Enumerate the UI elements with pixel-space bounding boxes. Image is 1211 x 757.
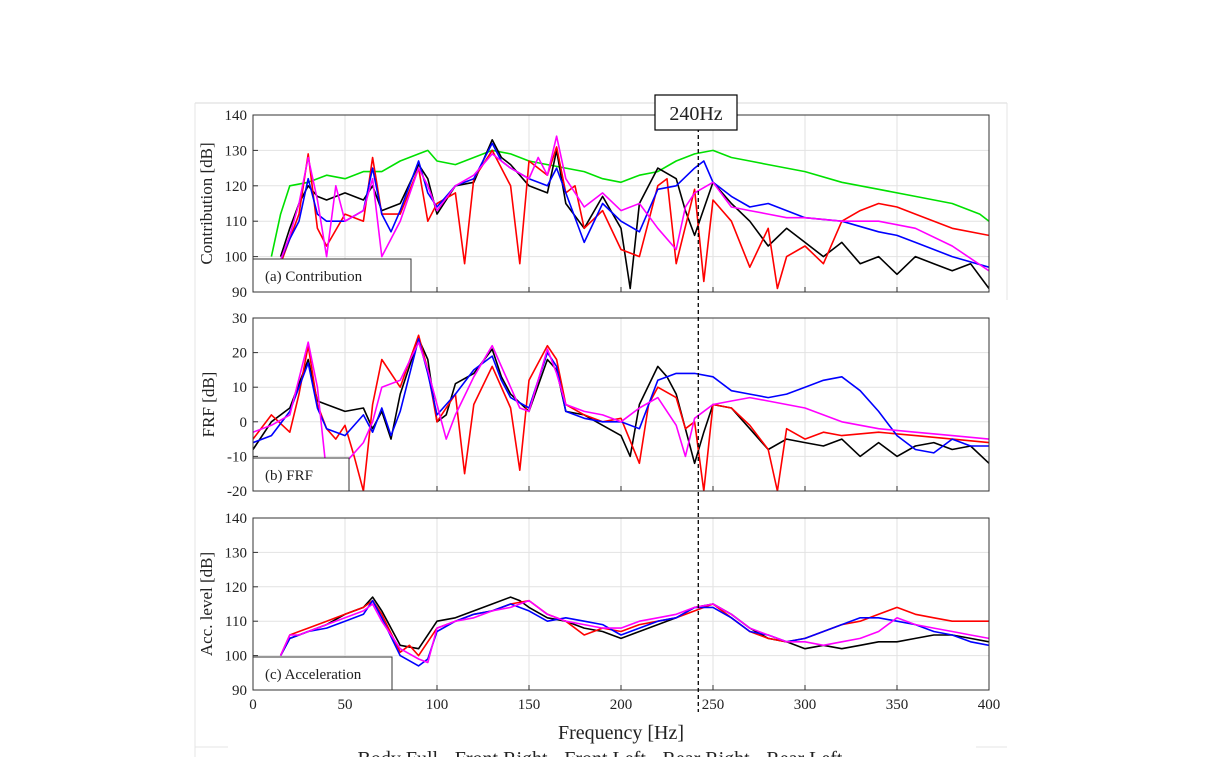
x-tick-label: 200 [610,697,633,713]
y-tick-label: 110 [225,614,247,630]
y-tick-label: 100 [225,250,248,266]
y-tick-label: 30 [232,311,247,327]
y-tick-label: 110 [225,214,247,230]
series-line-red [253,334,989,491]
y-tick-label: 130 [225,545,248,561]
y-tick-label: 140 [225,108,248,124]
y-tick-label: 120 [225,179,248,195]
y-tick-label: 140 [225,511,248,527]
series-line-black [279,596,989,656]
panel-1: 90 100 110 120 130 140 Contribution [dB] (a) Co… [197,108,990,301]
series-line-magenta [279,135,989,272]
panel-label-box [252,656,393,691]
series-line-green [270,149,989,257]
y-axis-label: FRF [dB] [199,372,218,438]
series-line-red [279,146,989,290]
x-tick-label: 350 [886,697,909,713]
series-line-blue [279,599,989,667]
marker-callout-label: 240Hz [669,103,722,125]
panel-label: (a) Contribution [265,269,363,285]
y-tick-label: -20 [227,484,247,500]
y-tick-label: 90 [232,285,247,301]
x-tick-label: 150 [518,697,541,713]
x-tick-label: 100 [426,697,449,713]
y-tick-label: 10 [232,380,247,396]
marker-callout-box [654,94,738,131]
x-tick-label: 300 [794,697,817,713]
y-axis-label: Acc. level [dB] [197,552,216,656]
panel-3: 90 100 110 120 130 140 0 50 100 150 200 250 300 350 40… [197,511,1000,713]
panel-label-box [252,258,412,293]
x-tick-label: 250 [702,697,725,713]
x-tick-label: 0 [249,697,257,713]
y-tick-label: -10 [227,449,247,465]
series-line-blue [253,338,989,454]
series-line-magenta [279,599,989,664]
x-tick-label: 50 [338,697,353,713]
x-tick-label: 400 [978,697,1001,713]
panel-label: (c) Acceleration [265,667,362,683]
x-axis-label: Frequency [Hz] [558,722,684,744]
series-line-black [279,139,989,290]
y-axis-label: Contribution [dB] [197,142,216,264]
y-tick-label: 90 [232,683,247,699]
panel-label: (b) FRF [265,468,313,484]
legend-cropped-text: Body Full · Front Right · Front Left · R… [358,748,843,757]
y-tick-label: 120 [225,580,248,596]
panel-label-box [252,457,350,492]
legend-cropped: Body Full · Front Right · Front Left · R… [358,748,843,757]
y-tick-label: 100 [225,649,248,665]
marker-callout: 240Hz [654,94,738,131]
y-tick-label: 0 [240,415,248,431]
y-tick-label: 130 [225,143,248,159]
y-tick-label: 20 [232,346,247,362]
panel-2: -20 -10 0 10 20 30 FRF [dB] (b) FRF [199,311,990,500]
